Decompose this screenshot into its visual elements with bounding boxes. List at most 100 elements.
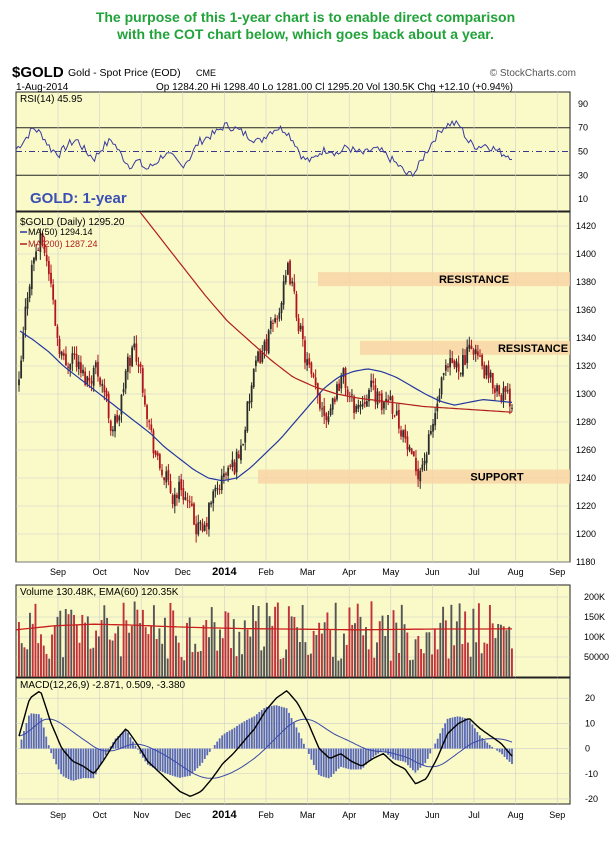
volume-bar: [174, 635, 177, 677]
price-candle: [165, 471, 168, 483]
macd-histogram-bar: [355, 748, 357, 770]
volume-bar: [238, 631, 241, 677]
price-candle: [496, 385, 498, 392]
price-candle: [150, 424, 153, 431]
macd-tick-label: 0: [585, 744, 590, 754]
price-candle: [508, 388, 511, 407]
volume-bar: [400, 604, 403, 677]
price-candle: [455, 361, 458, 368]
macd-histogram-bar: [107, 748, 110, 751]
macd-histogram-bar: [444, 723, 447, 749]
volume-bar: [453, 645, 456, 677]
volume-bar: [442, 606, 445, 677]
macd-histogram-bar: [265, 706, 268, 749]
volume-bar: [315, 634, 318, 677]
macd-histogram-bar: [369, 748, 372, 760]
macd-histogram-bar: [186, 748, 189, 777]
volume-bar: [309, 653, 312, 677]
price-candle: [340, 375, 343, 389]
month-label-bottom: Jul: [468, 810, 480, 820]
price-candle: [376, 391, 379, 405]
macd-histogram-bar: [206, 748, 209, 756]
volume-bar: [114, 633, 117, 677]
macd-histogram-bar: [456, 716, 459, 749]
macd-histogram-bar: [40, 717, 43, 749]
volume-bar: [243, 620, 246, 677]
price-candle: [231, 459, 234, 467]
volume-bar: [329, 630, 332, 677]
macd-histogram-bar: [459, 716, 461, 749]
price-candle: [511, 407, 513, 409]
macd-tick-label: -10: [585, 769, 598, 779]
price-candle: [451, 358, 454, 364]
volume-bar: [188, 617, 191, 677]
volume-bar: [318, 622, 321, 677]
volume-bar: [497, 623, 500, 677]
price-candle: [58, 338, 61, 354]
volume-bar: [56, 616, 59, 677]
macd-histogram-bar: [404, 748, 407, 763]
volume-bar: [103, 605, 106, 677]
volume-bar: [282, 657, 285, 677]
price-candle: [291, 281, 294, 284]
macd-histogram-bar: [32, 713, 35, 749]
volume-bar: [296, 627, 299, 677]
macd-histogram-bar: [486, 742, 489, 749]
price-candle: [152, 430, 155, 454]
volume-tick-label: 200K: [584, 592, 605, 602]
macd-histogram-bar: [382, 748, 385, 751]
macd-histogram-bar: [60, 748, 63, 775]
macd-histogram-bar: [134, 745, 137, 749]
macd-histogram-bar: [97, 748, 100, 770]
macd-histogram-bar: [439, 733, 442, 749]
volume-bar: [205, 620, 208, 677]
volume-bar: [70, 609, 73, 677]
macd-histogram-bar: [35, 713, 38, 749]
macd-histogram-bar: [295, 727, 298, 749]
rsi-tick-label: 30: [578, 170, 588, 180]
volume-bar: [326, 612, 329, 677]
volume-bar: [62, 657, 64, 677]
volume-bar: [491, 623, 494, 677]
volume-bar: [241, 654, 243, 677]
volume-bar: [411, 659, 414, 677]
price-candle: [312, 374, 315, 378]
volume-bar: [320, 633, 323, 677]
rsi-label: RSI(14) 45.95: [20, 94, 83, 105]
macd-histogram-bar: [263, 708, 266, 749]
volume-bar: [351, 624, 354, 677]
volume-bar: [365, 627, 367, 677]
price-candle: [193, 503, 195, 525]
volume-bar: [210, 607, 213, 677]
price-candle: [77, 361, 80, 370]
macd-histogram-bar: [330, 748, 333, 777]
price-candle: [421, 464, 424, 470]
volume-bar: [483, 642, 486, 677]
volume-bar: [298, 642, 301, 677]
macd-histogram-bar: [166, 748, 169, 775]
macd-histogram-bar: [20, 739, 23, 749]
macd-histogram-bar: [104, 748, 107, 756]
macd-histogram-bar: [193, 748, 196, 771]
price-candle: [289, 260, 291, 285]
volume-bar: [166, 658, 169, 677]
price-candle: [237, 454, 240, 459]
macd-histogram-bar: [203, 748, 206, 759]
price-candle: [50, 272, 52, 284]
volume-bar: [370, 601, 373, 677]
price-candle: [24, 306, 27, 331]
volume-bar: [293, 616, 296, 677]
volume-bar: [183, 660, 186, 677]
macd-histogram-bar: [491, 746, 494, 749]
price-candle: [363, 401, 366, 405]
price-candle: [301, 325, 304, 340]
price-candle: [287, 262, 289, 275]
volume-bar: [378, 621, 381, 677]
gold-chart: $GOLD Gold - Spot Price (EOD) CME © Stoc…: [12, 64, 609, 821]
volume-bar: [254, 621, 257, 677]
macd-histogram-bar: [337, 748, 340, 769]
price-candle: [430, 431, 432, 434]
price-candle: [267, 330, 270, 354]
macd-histogram-bar: [82, 748, 85, 779]
price-candle: [389, 396, 392, 400]
